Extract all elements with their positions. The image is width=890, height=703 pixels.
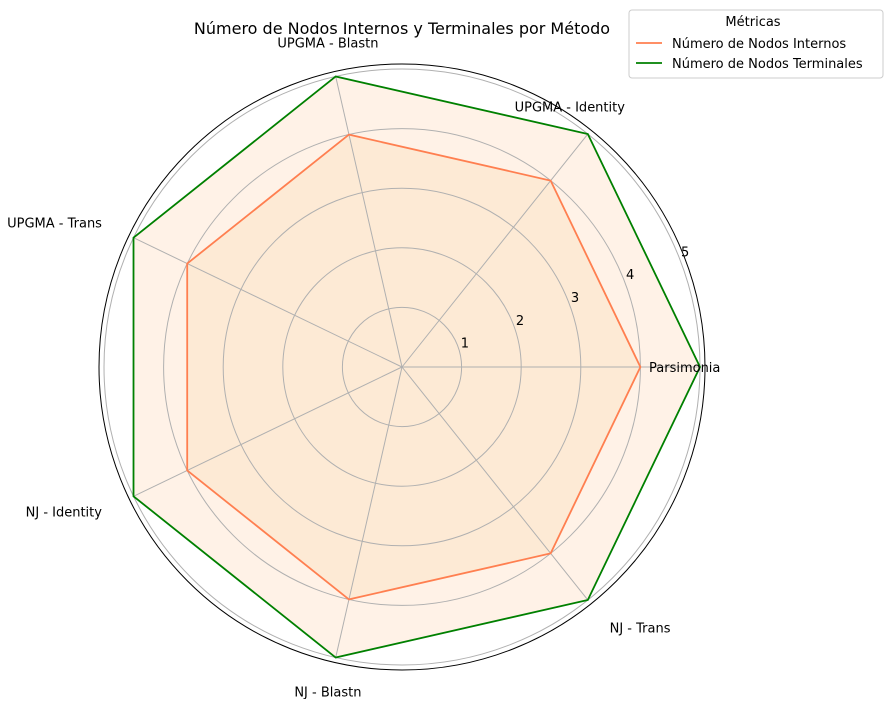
radial-tick-5: 5 bbox=[681, 245, 689, 260]
category-labels: Parsimonia UPGMA - Identity UPGMA - Blastn… bbox=[7, 36, 720, 700]
category-label-5: NJ - Identity bbox=[26, 505, 103, 520]
polar-frame bbox=[98, 63, 706, 671]
grid-spoke-5 bbox=[133, 366, 403, 497]
radial-tick-3: 3 bbox=[571, 291, 579, 306]
category-label-1: Parsimonia bbox=[649, 361, 720, 376]
series-lines bbox=[132, 75, 701, 659]
radial-tick-1: 1 bbox=[461, 337, 469, 352]
grid-spoke-2 bbox=[401, 133, 589, 368]
radial-tick-labels: 1 2 3 4 5 bbox=[461, 245, 690, 351]
legend-label-1: Número de Nodos Internos bbox=[672, 37, 846, 52]
category-label-3: UPGMA - Blastn bbox=[277, 36, 378, 51]
legend-items: Número de Nodos Internos Número de Nodos … bbox=[636, 37, 863, 72]
grid-spoke-3 bbox=[335, 76, 403, 368]
legend: Métricas Número de Nodos InternosNúmero … bbox=[628, 9, 884, 79]
grid-spoke-6 bbox=[335, 366, 403, 658]
grid-spoke-4 bbox=[133, 237, 403, 368]
legend-title: Métricas bbox=[725, 15, 780, 30]
radial-tick-2: 2 bbox=[516, 314, 524, 329]
series-line-2 bbox=[132, 75, 701, 659]
category-label-6: NJ - Blastn bbox=[294, 686, 361, 699]
polar-grid bbox=[98, 63, 706, 671]
legend-label-2: Número de Nodos Terminales bbox=[672, 57, 863, 72]
legend-box bbox=[628, 9, 884, 79]
grid-spoke-7 bbox=[401, 366, 589, 601]
category-label-2: UPGMA - Identity bbox=[515, 101, 626, 116]
radial-tick-4: 4 bbox=[626, 268, 634, 283]
category-label-4: UPGMA - Trans bbox=[7, 217, 102, 232]
category-label-7: NJ - Trans bbox=[610, 621, 671, 636]
chart-title: Número de Nodos Internos y Terminales po… bbox=[194, 19, 610, 38]
series-line-1 bbox=[186, 133, 642, 601]
